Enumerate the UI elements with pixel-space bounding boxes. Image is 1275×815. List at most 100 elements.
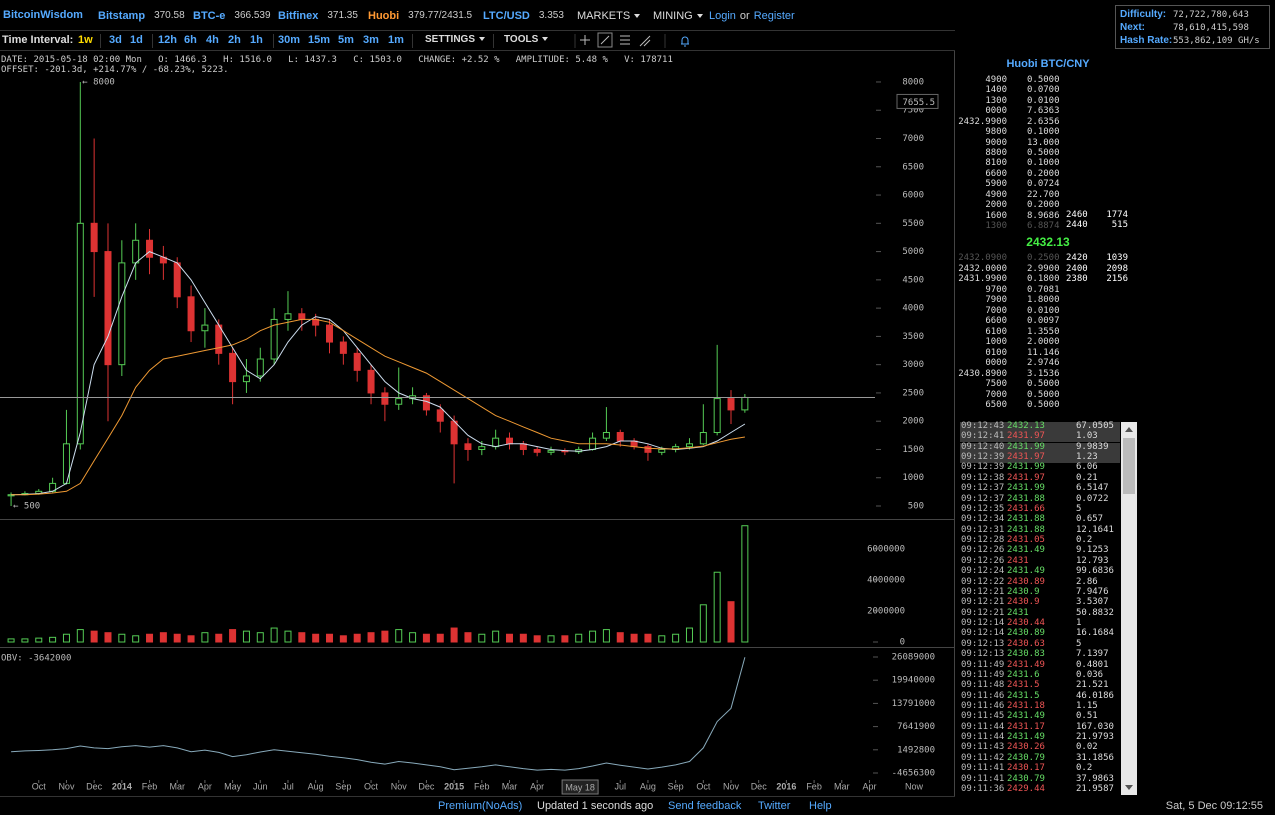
x-tick-label: Dec (86, 781, 103, 791)
x-tick-label: Apr (530, 781, 544, 791)
crosshair-icon[interactable] (580, 35, 590, 45)
toolbar-menu[interactable]: TOOLS (504, 34, 549, 45)
x-tick-label: Oct (364, 781, 379, 791)
network-box: Difficulty: 72,722,780,643 Next: 78,610,415… (1115, 5, 1270, 49)
trade-time: 09:12:39 (961, 452, 1005, 463)
trade-amount: 9.1253 (1076, 545, 1109, 556)
y-tick-label: 26089000 (892, 652, 935, 662)
book-amount: 0.2500 (1027, 253, 1060, 263)
line-tool-icon[interactable] (597, 32, 613, 48)
fib-icon[interactable] (620, 35, 630, 45)
ticker-name[interactable]: Bitfinex (278, 10, 319, 22)
footer-link[interactable]: Twitter (758, 800, 791, 812)
trade-amount: 0.51 (1076, 711, 1098, 722)
trade-time: 09:11:48 (961, 680, 1005, 691)
ticker-name[interactable]: Bitstamp (98, 10, 146, 22)
y-tick-label: 3500 (902, 332, 924, 342)
book-amount: 0.0097 (1027, 316, 1060, 326)
y-tick-label: 5000 (902, 247, 924, 257)
candle-body (436, 409, 444, 422)
scroll-down[interactable] (1125, 785, 1133, 790)
y-tick-label: 7500 (902, 106, 924, 116)
trade-time: 09:11:44 (961, 721, 1005, 732)
book-amount: 0.1000 (1027, 158, 1060, 169)
candle-body (381, 392, 389, 405)
trade-amount: 99.6836 (1076, 566, 1114, 577)
ticker-name[interactable]: BTC-e (193, 10, 226, 22)
scroll-up[interactable] (1125, 427, 1133, 432)
book-price: 9700 (985, 284, 1007, 295)
x-tick-label: Jul (282, 781, 294, 791)
interval-option[interactable]: 1w (78, 34, 93, 46)
ticker: BTC-e 366.539 (193, 10, 271, 22)
volume-bar (21, 638, 29, 643)
candle-body (187, 296, 195, 332)
interval-option[interactable]: 6h (184, 34, 197, 46)
trade-time: 09:11:36 (961, 783, 1005, 794)
y-tick-label: 3000 (902, 360, 924, 370)
interval-option[interactable]: 15m (308, 34, 331, 46)
interval-option[interactable]: 3d (109, 34, 122, 46)
book-amount: 8.9686 (1027, 210, 1060, 221)
trade-time: 09:12:40 (961, 441, 1005, 452)
scrollbar[interactable] (1121, 422, 1137, 795)
trade-time: 09:12:22 (961, 576, 1005, 587)
x-tick-label: Jun (253, 781, 268, 791)
interval-option[interactable]: 5m (338, 34, 354, 46)
interval-option[interactable]: 30m (278, 34, 301, 46)
brush-icon[interactable] (639, 35, 651, 47)
login-link[interactable]: Login (709, 10, 736, 22)
candle-body (326, 324, 334, 343)
book-amount: 0.1000 (1027, 127, 1060, 138)
interval-option[interactable]: 1h (250, 34, 263, 46)
volume-bar (353, 633, 361, 643)
interval-option[interactable]: 3m (363, 34, 379, 46)
trade-amount: 0.02 (1076, 742, 1098, 753)
trade-amount: 6.5147 (1076, 483, 1109, 494)
candle-body (464, 443, 472, 450)
trade-price: 2430.26 (1007, 742, 1045, 753)
trade-time: 09:12:14 (961, 618, 1005, 629)
ticker-name[interactable]: Huobi (368, 10, 400, 22)
volume-bar (616, 632, 624, 643)
ticker-price: 370.58 (154, 10, 185, 21)
volume-bar (242, 630, 250, 643)
alert-icon[interactable] (681, 36, 689, 47)
book-price: 7000 (985, 389, 1007, 400)
book-amount: 2.6356 (1027, 116, 1060, 127)
trade-amount: 0.0722 (1076, 493, 1109, 504)
toolbar-menu[interactable]: SETTINGS (425, 34, 486, 45)
volume-bar (132, 635, 140, 643)
book-price: 1000 (985, 337, 1007, 347)
depth-price: 2400 (1066, 263, 1088, 274)
volume-bar (644, 633, 652, 643)
book-amount: 0.7081 (1027, 284, 1060, 295)
ticker-price: 371.35 (327, 10, 358, 21)
interval-option[interactable]: 1m (388, 34, 404, 46)
interval-option[interactable]: 4h (206, 34, 219, 46)
dropdown-arrow (479, 37, 486, 42)
volume-bar (229, 629, 237, 643)
trade-price: 2431.49 (1007, 566, 1045, 577)
ticker-price: 3.353 (538, 10, 564, 21)
menu[interactable]: MARKETS (577, 10, 641, 22)
footer-link[interactable]: Send feedback (668, 800, 742, 812)
footer-status: Updated 1 seconds ago (537, 800, 654, 812)
trade-time: 09:12:38 (961, 472, 1005, 483)
interval-option[interactable]: 1d (130, 34, 143, 46)
dropdown-arrow (634, 14, 641, 19)
volume-bar (298, 632, 306, 643)
trade-price: 2431.97 (1007, 431, 1045, 442)
trade-time: 09:12:26 (961, 555, 1005, 566)
scroll-thumb[interactable] (1123, 438, 1135, 494)
footer-link[interactable]: Help (809, 800, 832, 812)
interval-option[interactable]: 2h (228, 34, 241, 46)
interval-option[interactable]: 12h (158, 34, 177, 46)
footer-link[interactable]: Premium(NoAds) (438, 800, 523, 812)
brand[interactable]: BitcoinWisdom (3, 9, 83, 21)
register-link[interactable]: Register (753, 10, 795, 22)
menu[interactable]: MINING (653, 10, 703, 22)
trade-amount: 0.036 (1076, 669, 1104, 680)
ticker-name[interactable]: LTC/USD (483, 10, 530, 22)
x-tick-label: Jul (614, 781, 626, 791)
